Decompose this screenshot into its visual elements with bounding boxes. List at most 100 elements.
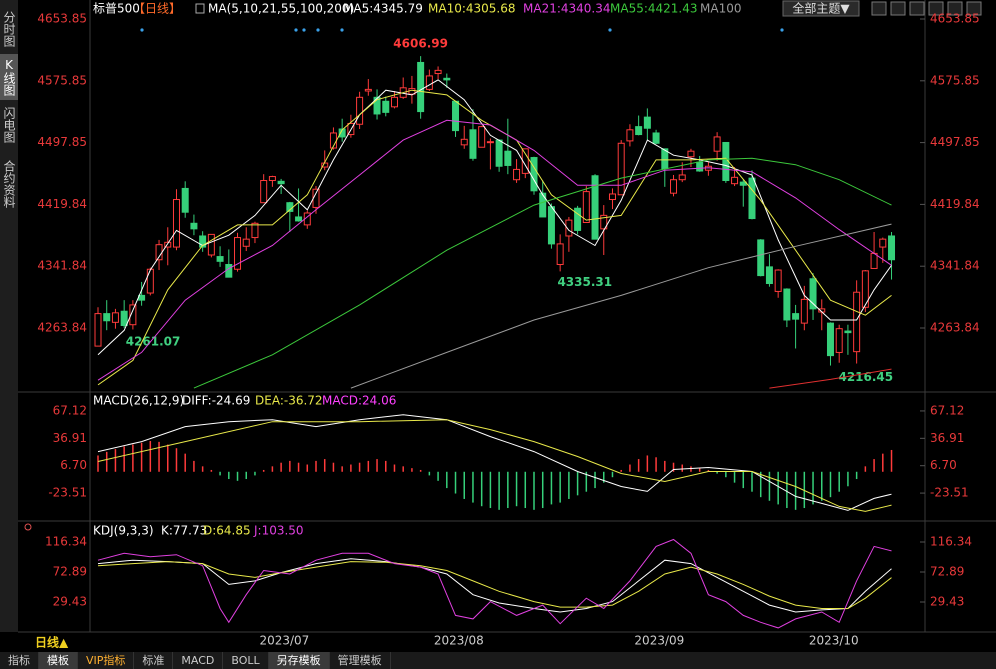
y-tick-label: 4653.85 [930, 11, 980, 25]
y-tick-label: 36.91 [53, 431, 87, 445]
candle-body [486, 141, 494, 144]
tab[interactable]: 另存模板 [268, 652, 330, 669]
candle-body [591, 175, 599, 240]
candle-body [460, 138, 468, 146]
indicator-label: MA(5,10,21,55,100,200) [208, 2, 354, 16]
candle-body [809, 278, 817, 310]
candle-body [478, 126, 486, 148]
candle-body [338, 128, 346, 138]
y-tick-label: -23.51 [48, 486, 87, 500]
candle-body [861, 270, 869, 308]
candle-body [556, 243, 564, 265]
indicator-line [193, 157, 892, 389]
price-annotation: 4606.99 [393, 37, 448, 51]
candle-body [600, 214, 608, 230]
toolbar-icon[interactable] [966, 1, 982, 16]
indicator-line [97, 561, 892, 609]
event-marker [302, 28, 306, 32]
legend-entry: DIFF:-24.69 [182, 394, 250, 408]
candle-body [190, 222, 198, 230]
theme-button[interactable] [782, 0, 860, 17]
tab[interactable]: 管理模板 [330, 652, 391, 669]
tab[interactable]: MACD [173, 652, 224, 669]
candle-body [888, 235, 896, 261]
candle-body [774, 269, 782, 292]
candle-body [731, 176, 739, 185]
candle-body [670, 179, 678, 194]
candle-body [853, 291, 861, 353]
y-tick-label: 4263.84 [930, 321, 980, 335]
candle-body [765, 266, 773, 285]
indicator-line [97, 89, 892, 386]
indicator-line [350, 223, 892, 389]
y-tick-label: 29.43 [53, 595, 87, 609]
period-label[interactable]: 日线▲ [35, 635, 69, 650]
legend-entry: MA10:4305.68 [428, 2, 516, 16]
candle-body [364, 88, 372, 92]
candle-body [251, 222, 259, 239]
legend-entry: MA100 [700, 2, 741, 16]
tab[interactable]: 模板 [39, 652, 78, 669]
y-tick-label: 67.12 [930, 403, 964, 417]
theme-button-label[interactable]: 全部主题▼ [792, 1, 850, 16]
toolbar-icon[interactable] [909, 1, 925, 16]
settings-icon[interactable] [24, 523, 32, 531]
candle-body [530, 157, 538, 192]
sidebar-tab[interactable]: 分时图 [2, 11, 16, 47]
toolbar-icon[interactable] [947, 1, 963, 16]
toolbar-icon[interactable] [871, 1, 887, 16]
event-marker [608, 28, 612, 32]
y-tick-label: 6.70 [60, 458, 87, 472]
y-tick-label: 72.89 [930, 564, 964, 578]
tab[interactable]: BOLL [223, 652, 269, 669]
x-tick-label: 2023/08 [434, 634, 484, 648]
y-tick-label: 4419.84 [930, 197, 980, 211]
candle-body [111, 312, 119, 323]
tab[interactable]: VIP指标 [78, 652, 135, 669]
y-tick-label: 4419.84 [37, 197, 87, 211]
x-tick-label: 2023/10 [809, 634, 859, 648]
indicator-line [97, 419, 892, 512]
candle-body [94, 313, 102, 347]
indicator-line [769, 368, 892, 389]
x-tick-label: 2023/09 [634, 634, 684, 648]
candle-body [242, 238, 250, 247]
candle-body [425, 75, 433, 90]
indicator-line [97, 119, 892, 381]
bottom-tabs: 指标 模板 VIP指标 标准 MACD BOLL 另存模板 管理模板 [0, 652, 996, 669]
candle-body [417, 61, 425, 113]
chart-title: 标普500 [93, 2, 140, 16]
candle-body [608, 193, 616, 201]
y-tick-label: 29.43 [930, 595, 964, 609]
candle-body [452, 100, 460, 132]
candle-body [565, 219, 573, 237]
tab[interactable]: 标准 [134, 652, 174, 669]
legend-entry: D:64.85 [203, 524, 251, 538]
toolbar-icon[interactable] [928, 1, 944, 16]
candle-body [800, 298, 808, 324]
y-tick-label: 4263.84 [37, 321, 87, 335]
toolbar-icon[interactable] [890, 1, 906, 16]
candle-body [504, 150, 512, 166]
legend-entry: J:103.50 [253, 524, 304, 538]
sidebar-bg [0, 0, 18, 632]
candle-body [826, 322, 834, 357]
candle-body [757, 239, 765, 277]
candle-body [434, 69, 442, 75]
y-tick-label: 116.34 [930, 534, 972, 548]
candle-body [312, 188, 320, 208]
sidebar-tab[interactable]: K线图 [0, 54, 18, 100]
candle-body [687, 150, 695, 158]
candle-body [582, 191, 590, 224]
sidebar-tab[interactable]: 合约资料 [2, 160, 16, 208]
y-tick-label: 4575.85 [930, 73, 980, 87]
icon[interactable] [195, 3, 205, 14]
tab[interactable]: 指标 [0, 652, 39, 669]
candle-body [260, 180, 268, 204]
candle-body [513, 168, 521, 181]
x-tick-label: 2023/07 [259, 634, 309, 648]
candle-body [120, 310, 128, 327]
sidebar-tab[interactable]: 闪电图 [2, 107, 16, 143]
legend-entry: MA55:4421.43 [610, 2, 698, 16]
